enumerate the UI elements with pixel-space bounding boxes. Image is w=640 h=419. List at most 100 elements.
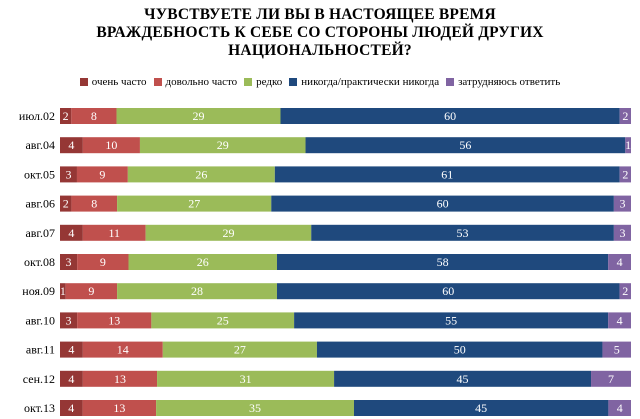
- data-label: 8: [91, 197, 97, 211]
- legend-item: никогда/практически никогда: [289, 76, 439, 88]
- bar-segment: [276, 254, 609, 270]
- category-label: окт.05: [24, 167, 55, 181]
- category-label: окт.13: [24, 401, 55, 415]
- bar-segment: [613, 195, 631, 212]
- data-label: 13: [108, 313, 120, 327]
- bar-segment: [82, 224, 146, 241]
- data-label: 55: [445, 313, 457, 327]
- bar-segment: [608, 400, 631, 416]
- bar-segment: [591, 370, 631, 387]
- bar-segment: [311, 224, 614, 241]
- data-label: 13: [113, 401, 125, 415]
- bar-segment: [116, 108, 281, 124]
- data-label: 4: [617, 313, 623, 327]
- chart-legend: очень часто довольно часто редко никогда/пр…: [0, 76, 640, 88]
- data-label: 1: [60, 284, 66, 298]
- category-label: июл.02: [19, 109, 55, 123]
- data-label: 4: [68, 343, 74, 357]
- data-label: 3: [66, 255, 72, 269]
- data-label: 11: [108, 226, 120, 240]
- legend-item: редко: [244, 76, 282, 88]
- data-label: 1: [625, 138, 631, 152]
- data-label: 29: [193, 109, 205, 123]
- bar-segment: [619, 166, 631, 183]
- data-label: 58: [437, 255, 449, 269]
- data-label: 60: [437, 197, 449, 211]
- bar-segment: [602, 341, 631, 358]
- data-label: 9: [99, 167, 105, 181]
- bar-segment: [60, 400, 83, 416]
- data-label: 3: [619, 197, 625, 211]
- bar-segment: [76, 166, 128, 183]
- data-label: 4: [68, 372, 74, 386]
- bar-segment: [82, 341, 163, 358]
- data-label: 9: [88, 284, 94, 298]
- data-label: 3: [619, 226, 625, 240]
- data-label: 28: [191, 284, 203, 298]
- bar-segment: [619, 108, 631, 124]
- bar-segment: [613, 224, 631, 241]
- legend-swatch: [446, 78, 455, 86]
- data-label: 2: [622, 167, 628, 181]
- data-label: 29: [217, 138, 229, 152]
- bar-segment: [77, 312, 152, 329]
- bar-segment: [162, 341, 317, 358]
- data-label: 50: [454, 343, 466, 357]
- legend-label: довольно часто: [165, 76, 238, 88]
- bar-segment: [157, 370, 335, 387]
- data-label: 7: [608, 372, 614, 386]
- bar-segment: [60, 108, 72, 124]
- legend-item: довольно часто: [153, 76, 238, 88]
- bar-segment: [334, 370, 592, 387]
- data-label: 45: [457, 372, 469, 386]
- bar-segment: [619, 283, 631, 300]
- bar-segment: [60, 370, 83, 387]
- data-label: 60: [444, 109, 456, 123]
- data-label: 4: [68, 138, 74, 152]
- bar-segment: [77, 254, 129, 270]
- data-label: 29: [222, 226, 234, 240]
- category-label: авг.04: [25, 138, 55, 152]
- bar-segment: [60, 166, 77, 183]
- chart-title-line-3: НАЦИОНАЛЬНОСТЕЙ?: [228, 42, 412, 59]
- bar-segment: [82, 370, 158, 387]
- bar-segment: [280, 108, 620, 124]
- bar-segment: [60, 341, 83, 358]
- bar-segment: [128, 254, 277, 270]
- category-label: авг.07: [25, 226, 55, 240]
- legend-label: затрудняюсь ответить: [458, 76, 561, 88]
- bar-segment: [127, 166, 275, 183]
- legend-label: никогда/практически никогда: [301, 76, 440, 88]
- data-label: 3: [65, 167, 71, 181]
- bar-segment: [82, 400, 157, 416]
- data-label: 53: [457, 226, 469, 240]
- data-label: 4: [617, 255, 623, 269]
- bar-segment: [353, 400, 609, 416]
- bar-segment: [117, 283, 277, 300]
- data-label: 2: [63, 109, 69, 123]
- legend-swatch: [153, 78, 162, 86]
- bar-segment: [316, 341, 603, 358]
- data-label: 26: [195, 167, 207, 181]
- data-label: 27: [234, 343, 246, 357]
- bar-segment: [608, 254, 631, 270]
- bar-segment: [271, 195, 614, 212]
- data-label: 4: [68, 226, 74, 240]
- data-label: 13: [114, 372, 126, 386]
- legend-label: редко: [256, 76, 283, 88]
- data-label: 3: [66, 313, 72, 327]
- chart-title-line-2: ВРАЖДЕБНОСТЬ К СЕБЕ СО СТОРОНЫ ЛЮДЕЙ ДРУ…: [96, 24, 544, 41]
- bar-segment: [60, 195, 72, 212]
- category-label: авг.06: [25, 197, 55, 211]
- data-label: 27: [188, 197, 200, 211]
- category-label: сен.12: [23, 372, 55, 386]
- data-label: 2: [63, 197, 69, 211]
- chart-title-line-1: ЧУВСТВУЕТЕ ЛИ ВЫ В НАСТОЯЩЕЕ ВРЕМЯ: [144, 6, 496, 23]
- data-label: 4: [617, 401, 623, 415]
- legend-label: очень часто: [91, 76, 147, 88]
- bar-segment: [60, 283, 66, 300]
- bar-segment: [156, 400, 354, 416]
- bar-segment: [294, 312, 609, 329]
- chart-title: ЧУВСТВУЕТЕ ЛИ ВЫ В НАСТОЯЩЕЕ ВРЕМЯ ВРАЖД…: [0, 6, 640, 60]
